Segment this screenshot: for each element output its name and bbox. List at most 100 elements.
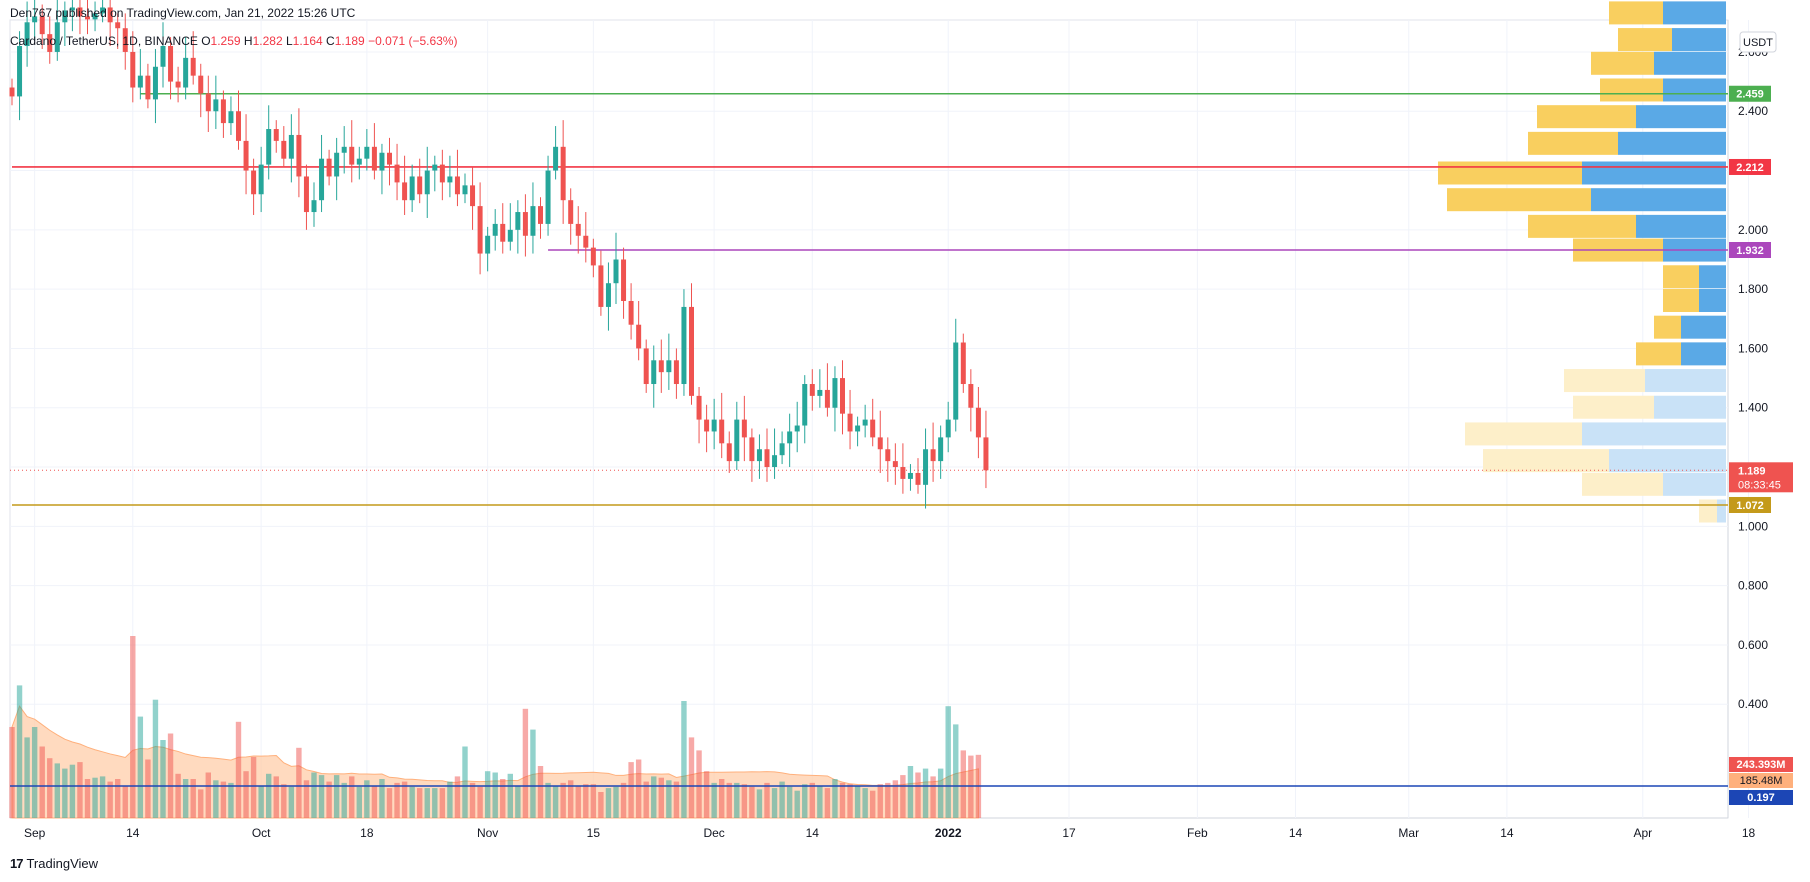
resistance-green-label: 2.459 — [1736, 89, 1764, 101]
candlesticks[interactable] — [9, 0, 989, 509]
vp-buy-bar — [1528, 214, 1636, 238]
vp-buy-bar — [1582, 472, 1663, 496]
volume-badge-label: 243.393M — [1737, 759, 1786, 771]
volume-bar — [756, 789, 763, 818]
volume-bar — [454, 776, 461, 818]
vp-buy-bar — [1564, 369, 1645, 393]
high-label: H — [243, 34, 253, 48]
volume-bar — [492, 772, 498, 818]
candle-body — [847, 413, 853, 432]
resistance-purple-badge — [1729, 242, 1771, 258]
horizontal-levels[interactable]: 2.459 2.212 1.932 1.072 1.189 08:33:45 243.393… — [10, 85, 1793, 805]
candle-body — [62, 10, 68, 23]
volume-bar — [560, 782, 566, 818]
candle-body — [892, 461, 898, 468]
x-tick-label: 17 — [1062, 826, 1076, 840]
candle-body — [907, 472, 913, 479]
candle-body — [590, 247, 596, 266]
volume-bar — [424, 788, 430, 818]
candle-body — [100, 7, 106, 14]
support-gold-label: 1.072 — [1736, 500, 1764, 512]
volume-bar — [847, 784, 853, 818]
open-label: O — [201, 34, 211, 48]
volume-bar — [500, 779, 506, 818]
x-tick-label: 14 — [1289, 826, 1303, 840]
candle-body — [77, 7, 83, 17]
vp-buy-bar — [1699, 499, 1717, 523]
volume-bar — [273, 776, 279, 818]
volume-bar — [62, 768, 68, 818]
volume-bar — [953, 724, 959, 818]
open-value: 1.259 — [210, 34, 241, 48]
candle-body — [968, 384, 974, 408]
volume-bar — [635, 759, 642, 818]
volume-profile — [1438, 1, 1726, 523]
volume-bar — [613, 786, 619, 818]
candle-body — [364, 146, 370, 159]
volume-bar — [802, 784, 808, 818]
candle-body — [832, 378, 838, 408]
x-tick-label: Mar — [1398, 826, 1419, 840]
tradingview-footer[interactable]: 17 TradingView — [10, 856, 98, 871]
candle-body — [198, 75, 204, 94]
candle-body — [840, 378, 845, 414]
x-tick-label: 2022 — [935, 826, 962, 840]
volume-bar — [552, 785, 559, 818]
volume-bar — [235, 721, 242, 818]
candle-body — [779, 443, 785, 456]
candle-body — [575, 223, 581, 236]
vp-sell-bar — [1618, 131, 1726, 155]
volume-bar — [568, 780, 574, 818]
candle-body — [160, 46, 166, 67]
candle-body — [24, 22, 30, 47]
x-tick-label: Sep — [24, 826, 46, 840]
y-tick-label: 1.400 — [1738, 401, 1768, 415]
symbol-title[interactable]: Cardano / TetherUS, 1D, BINANCE — [10, 34, 198, 48]
volume-bar — [243, 771, 249, 818]
candle-body — [319, 158, 325, 201]
volume-bar — [628, 762, 634, 818]
volume-bar — [333, 775, 340, 818]
volume-bar — [145, 759, 151, 818]
candle-body — [817, 389, 823, 396]
volume-bar — [386, 788, 393, 818]
resistance-purple-label: 1.932 — [1736, 245, 1764, 257]
candle-body — [115, 22, 121, 29]
volume-bar — [371, 785, 378, 818]
x-tick-label: 14 — [1500, 826, 1514, 840]
vp-buy-bar — [1447, 188, 1591, 212]
volume-bar — [175, 773, 181, 818]
volume-bar — [832, 779, 838, 818]
volume-bar — [507, 773, 513, 818]
vp-sell-bar — [1663, 78, 1726, 102]
candle-body — [107, 7, 113, 23]
vp-sell-bar — [1663, 1, 1726, 25]
candle-body — [545, 170, 551, 224]
volume-bar — [250, 756, 257, 818]
vp-buy-bar — [1537, 105, 1636, 129]
candle-body — [568, 200, 574, 224]
volume-bar — [696, 750, 702, 818]
vp-sell-bar — [1582, 161, 1726, 185]
volume-bar — [439, 788, 446, 818]
candle-body — [704, 419, 710, 432]
candle-body — [311, 200, 317, 213]
volume-bar — [107, 781, 113, 818]
candle-body — [983, 437, 989, 471]
candle-body — [251, 170, 257, 195]
y-tick-label: 0.800 — [1738, 579, 1768, 593]
volume-bar — [92, 777, 98, 818]
candle-body — [273, 129, 279, 141]
candle-body — [621, 259, 627, 301]
volume-bar — [205, 772, 211, 818]
candle-body — [17, 46, 23, 97]
close-value: 1.189 — [334, 34, 365, 48]
volume-bar — [575, 785, 581, 818]
candle-body — [402, 182, 408, 201]
candle-body — [560, 146, 566, 201]
volume-bar — [786, 786, 793, 818]
volume-bar — [900, 775, 906, 818]
x-tick-label: 14 — [806, 826, 820, 840]
y-tick-label: 1.800 — [1738, 282, 1768, 296]
